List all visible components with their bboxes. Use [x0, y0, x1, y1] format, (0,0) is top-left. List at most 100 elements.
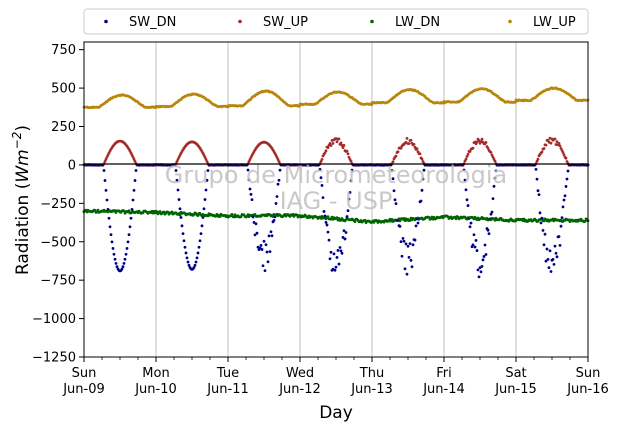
sw-dn-point [339, 249, 343, 253]
sw-up-point [412, 142, 416, 146]
x-tick-label-date: Jun-13 [350, 382, 393, 397]
sw-dn-point [112, 252, 116, 256]
y-tick-label: 0 [68, 158, 76, 173]
sw-dn-point [463, 178, 467, 182]
sw-up-point [409, 138, 413, 142]
sw-dn-point [553, 244, 557, 248]
sw-up-point [347, 155, 351, 159]
sw-up-point [491, 155, 495, 159]
x-tick-label-date: Jun-15 [494, 382, 537, 397]
sw-dn-point [564, 185, 568, 188]
axes: SunJun-09MonJun-10TueJun-11WedJun-12ThuJ… [32, 43, 609, 397]
sw-dn-point [329, 250, 333, 254]
legend-marker [104, 19, 108, 24]
sw-dn-point [563, 194, 567, 198]
x-tick-label-day: Sat [505, 366, 526, 381]
sw-dn-point [342, 229, 346, 233]
y-tick-label: 250 [51, 120, 76, 135]
legend-label: SW_UP [263, 15, 308, 30]
sw-dn-point [350, 168, 354, 172]
sw-dn-point [202, 207, 206, 211]
sw-dn-point [114, 262, 118, 265]
sw-dn-point [264, 243, 268, 247]
sw-dn-point [341, 236, 345, 239]
sw-dn-point [537, 193, 541, 196]
lw-dn-point [218, 215, 222, 218]
sw-dn-point [254, 222, 258, 226]
sw-up-point [405, 137, 409, 140]
sw-dn-point [552, 262, 556, 266]
sw-up-point [466, 152, 470, 156]
sw-dn-point [196, 251, 200, 255]
sw-dn-point [263, 269, 267, 273]
sw-dn-point [535, 177, 539, 181]
sw-dn-point [250, 198, 254, 201]
sw-dn-point [176, 188, 180, 192]
sw-up-point [465, 155, 469, 158]
sw-up-point [345, 149, 349, 153]
sw-dn-point [274, 202, 278, 205]
sw-dn-point [391, 177, 395, 181]
sw-dn-point [184, 251, 188, 255]
sw-dn-point [557, 235, 561, 238]
sw-up-point [341, 146, 345, 150]
sw-dn-point [401, 237, 405, 240]
sw-dn-point [318, 168, 322, 171]
sw-up-point [493, 159, 497, 163]
sw-dn-point [475, 249, 479, 252]
sw-dn-point [126, 240, 130, 244]
sw-up-point [562, 153, 566, 157]
sw-dn-point [124, 252, 128, 256]
sw-dn-point [549, 270, 553, 273]
sw-dn-point [403, 267, 407, 271]
sw-dn-point [275, 195, 279, 198]
sw-up-point [407, 142, 411, 145]
sw-dn-point [345, 215, 349, 218]
lw-dn-point [178, 213, 182, 217]
sw-dn-point [536, 189, 540, 193]
x-tick-label-day: Sun [72, 366, 97, 381]
sw-up-point [420, 157, 424, 161]
sw-up-point [337, 137, 341, 141]
sw-up-point [557, 142, 561, 145]
lw-dn-point [170, 210, 174, 214]
sw-up-point [340, 143, 344, 147]
sw-up-point [276, 158, 280, 161]
x-tick-label-day: Sun [576, 366, 601, 381]
sw-dn-point [476, 268, 480, 272]
y-tick-label: −750 [40, 274, 76, 289]
sw-up-point [536, 157, 540, 161]
sw-dn-point [323, 214, 327, 218]
sw-dn-point [178, 207, 182, 211]
sw-dn-point [253, 233, 257, 237]
sw-up-point [324, 149, 328, 153]
sw-dn-point [404, 242, 408, 246]
sw-dn-point [484, 253, 488, 256]
sw-dn-point [405, 272, 409, 276]
sw-dn-point [200, 224, 204, 228]
sw-dn-point [129, 216, 133, 220]
sw-dn-point [127, 233, 131, 237]
sw-up-point [130, 153, 134, 157]
lw-dn-point [230, 213, 234, 216]
sw-dn-point [465, 198, 469, 202]
sw-dn-point [540, 216, 544, 220]
sw-dn-point [346, 209, 350, 213]
sw-dn-point [477, 275, 481, 279]
sw-up-point [464, 157, 468, 161]
sw-dn-point [130, 207, 134, 211]
sw-dn-point [493, 176, 497, 180]
sw-dn-point [321, 196, 325, 200]
sw-dn-point [393, 198, 397, 202]
sw-dn-point [258, 246, 262, 250]
x-tick-label-date: Jun-14 [422, 382, 465, 397]
sw-dn-point [462, 168, 466, 172]
sw-up-point [349, 159, 353, 163]
sw-dn-point [327, 238, 331, 242]
sw-dn-point [252, 221, 256, 224]
sw-up-point [319, 160, 323, 163]
sw-dn-point [487, 232, 491, 236]
sw-dn-point [543, 232, 547, 236]
watermark-line-2: IAG - USP [280, 187, 393, 215]
